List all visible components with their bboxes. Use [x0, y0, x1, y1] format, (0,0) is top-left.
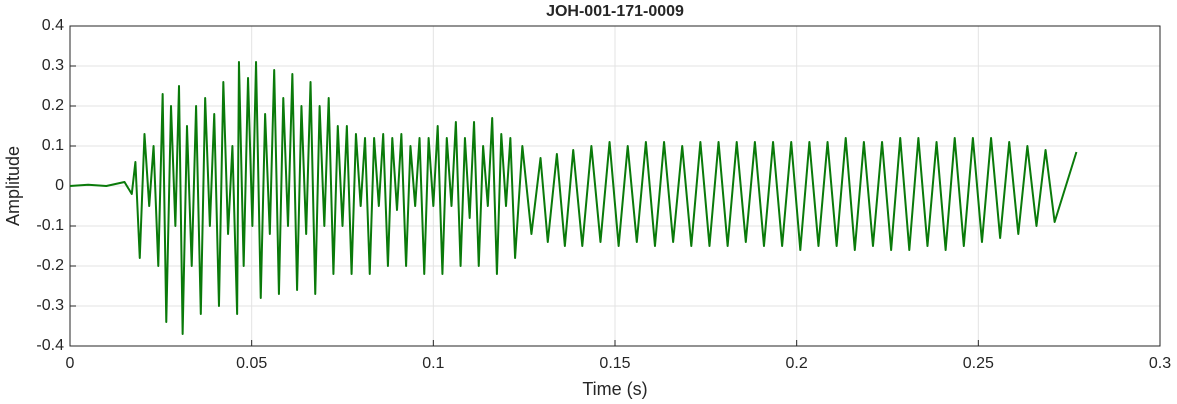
y-tick-label: 0.4 — [42, 17, 64, 34]
x-tick-label: 0.3 — [1149, 355, 1171, 372]
x-tick-label: 0.25 — [963, 355, 994, 372]
x-tick-label: 0.05 — [236, 355, 267, 372]
waveform-line — [69, 61, 1078, 335]
y-axis-label: Amplitude — [3, 146, 23, 226]
x-axis-label: Time (s) — [582, 379, 647, 399]
x-tick-label: 0.1 — [422, 355, 444, 372]
y-tick-label: 0 — [55, 177, 64, 194]
y-tick-label: -0.2 — [36, 257, 64, 274]
y-tick-label: -0.3 — [36, 297, 64, 314]
y-tick-label: -0.1 — [36, 217, 64, 234]
y-tick-label: -0.4 — [36, 337, 64, 354]
y-tick-label: 0.2 — [42, 97, 64, 114]
x-tick-label: 0.2 — [786, 355, 808, 372]
y-tick-label: 0.1 — [42, 137, 64, 154]
y-tick-label: 0.3 — [42, 57, 64, 74]
chart-title: JOH-001-171-0009 — [546, 3, 684, 20]
x-tick-label: 0.15 — [599, 355, 630, 372]
x-tick-label: 0 — [66, 355, 75, 372]
